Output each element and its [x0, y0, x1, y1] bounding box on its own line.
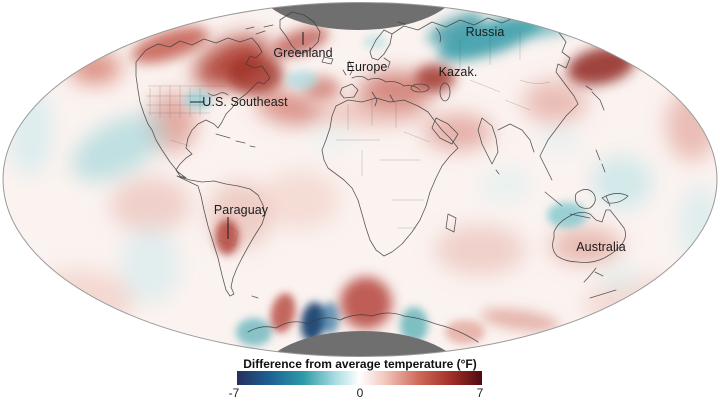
- map-label-australia: Australia: [576, 240, 626, 254]
- country-borders: [146, 30, 551, 247]
- no-data-antarctic: [260, 331, 464, 357]
- map-label-europe: Europe: [346, 60, 388, 74]
- colorbar-tick-min: -7: [228, 386, 240, 400]
- map-label-kazakhstan: Kazak.: [438, 65, 478, 79]
- colorbar-tick-max: 7: [476, 386, 484, 400]
- colorbar-gradient: [237, 371, 482, 385]
- map-outline: [2, 2, 718, 357]
- map-label-paraguay: Paraguay: [213, 203, 269, 217]
- anomaly-field-small: [184, 35, 587, 346]
- colorbar-tick-mid: 0: [356, 386, 364, 400]
- map-label-us-southeast: U.S. Southeast: [202, 95, 288, 109]
- label-leaders: [190, 32, 304, 239]
- no-data-arctic: [258, 2, 458, 30]
- coastlines: [135, 11, 629, 343]
- map-label-greenland: Greenland: [273, 46, 333, 60]
- map-label-russia: Russia: [465, 25, 505, 39]
- colorbar-title: Difference from average temperature (°F): [243, 357, 477, 371]
